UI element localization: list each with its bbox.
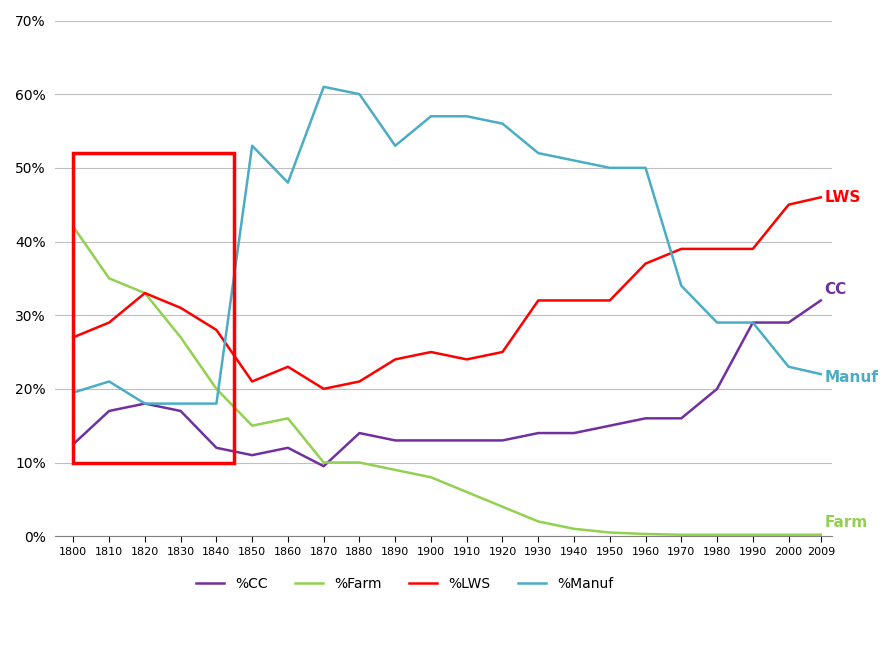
%Farm xyxy=(640,530,651,538)
%Farm xyxy=(815,531,826,538)
%Farm xyxy=(283,415,293,422)
%Manuf xyxy=(175,400,186,408)
%LWS xyxy=(354,378,365,386)
%LWS xyxy=(318,385,329,393)
%Farm xyxy=(354,459,365,467)
%LWS xyxy=(139,289,150,297)
%LWS xyxy=(461,356,472,364)
%CC xyxy=(461,437,472,445)
Line: %LWS: %LWS xyxy=(73,197,821,389)
Bar xyxy=(73,153,234,463)
%LWS xyxy=(211,326,222,334)
%Manuf xyxy=(426,112,436,120)
%Manuf xyxy=(318,83,329,91)
%Manuf xyxy=(747,319,758,327)
%LWS xyxy=(247,378,257,386)
Line: %Farm: %Farm xyxy=(73,227,821,535)
%Manuf xyxy=(676,282,687,290)
%CC xyxy=(497,437,508,445)
%LWS xyxy=(815,193,826,201)
%Farm xyxy=(426,474,436,481)
%LWS xyxy=(283,363,293,371)
%CC xyxy=(712,385,722,393)
%CC xyxy=(569,429,579,437)
%Manuf xyxy=(569,157,579,165)
%Manuf xyxy=(461,112,472,120)
%Farm xyxy=(247,422,257,430)
Legend: %CC, %Farm, %LWS, %Manuf: %CC, %Farm, %LWS, %Manuf xyxy=(190,571,619,596)
%Farm xyxy=(712,531,722,538)
%Manuf xyxy=(211,400,222,408)
%LWS xyxy=(104,319,114,327)
%Farm xyxy=(783,531,794,538)
%Farm xyxy=(139,289,150,297)
%CC xyxy=(390,437,401,445)
Line: %CC: %CC xyxy=(73,301,821,466)
%Manuf xyxy=(815,370,826,378)
%Farm xyxy=(175,334,186,341)
%LWS xyxy=(569,297,579,305)
%LWS xyxy=(604,297,615,305)
%Farm xyxy=(747,531,758,538)
Text: CC: CC xyxy=(824,282,847,297)
%CC xyxy=(247,451,257,459)
%Manuf xyxy=(139,400,150,408)
%LWS xyxy=(175,304,186,312)
%Farm xyxy=(676,531,687,538)
%Manuf xyxy=(640,164,651,172)
%LWS xyxy=(390,356,401,364)
%Manuf xyxy=(390,142,401,150)
%Manuf xyxy=(247,142,257,150)
%Manuf xyxy=(68,389,79,397)
%Manuf xyxy=(354,90,365,98)
%CC xyxy=(604,422,615,430)
Text: LWS: LWS xyxy=(824,190,861,205)
%CC xyxy=(104,407,114,415)
Text: Manuf: Manuf xyxy=(824,370,878,386)
%Farm xyxy=(318,459,329,467)
%Farm xyxy=(68,223,79,231)
%CC xyxy=(815,297,826,305)
Text: Farm: Farm xyxy=(824,515,867,531)
%LWS xyxy=(676,245,687,253)
%Manuf xyxy=(712,319,722,327)
%Farm xyxy=(104,275,114,283)
%Farm xyxy=(461,488,472,496)
Line: %Manuf: %Manuf xyxy=(73,87,821,404)
%CC xyxy=(283,444,293,452)
%CC xyxy=(318,462,329,470)
%CC xyxy=(426,437,436,445)
%Farm xyxy=(497,503,508,511)
%LWS xyxy=(533,297,544,305)
%LWS xyxy=(68,334,79,341)
%Farm xyxy=(604,529,615,537)
%Farm xyxy=(390,466,401,474)
%CC xyxy=(175,407,186,415)
%Manuf xyxy=(604,164,615,172)
%CC xyxy=(68,440,79,448)
%Manuf xyxy=(104,378,114,386)
%Manuf xyxy=(533,149,544,157)
%Farm xyxy=(533,518,544,526)
%LWS xyxy=(426,348,436,356)
%LWS xyxy=(783,201,794,209)
%CC xyxy=(211,444,222,452)
%LWS xyxy=(640,260,651,268)
%LWS xyxy=(747,245,758,253)
%CC xyxy=(139,400,150,408)
%LWS xyxy=(497,348,508,356)
%Manuf xyxy=(783,363,794,371)
%CC xyxy=(676,415,687,422)
%CC xyxy=(783,319,794,327)
%CC xyxy=(640,415,651,422)
%CC xyxy=(533,429,544,437)
%Farm xyxy=(211,385,222,393)
%Farm xyxy=(569,525,579,533)
%Manuf xyxy=(283,179,293,187)
%Manuf xyxy=(497,120,508,128)
%LWS xyxy=(712,245,722,253)
%CC xyxy=(747,319,758,327)
%CC xyxy=(354,429,365,437)
